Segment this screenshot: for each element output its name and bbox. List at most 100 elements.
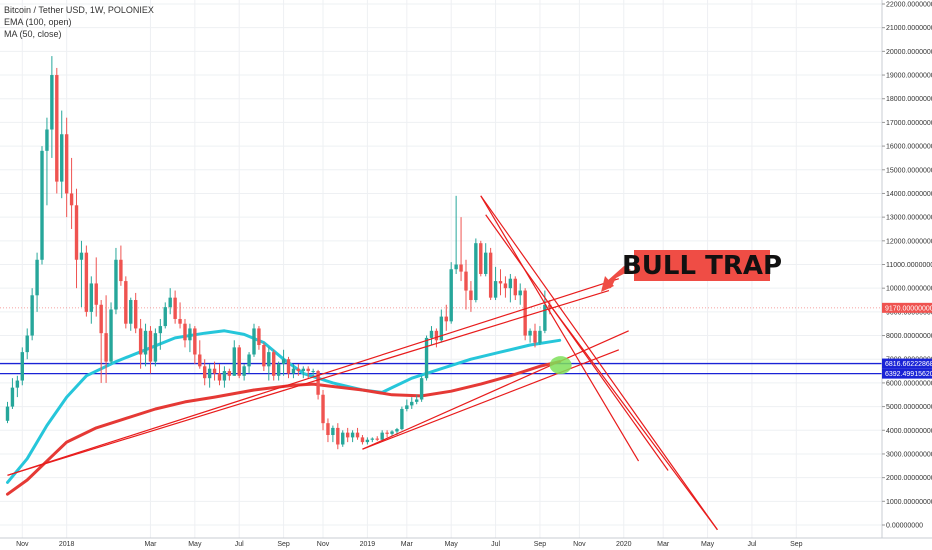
candle-body[interactable] bbox=[400, 408, 404, 430]
candle-body[interactable] bbox=[5, 406, 10, 421]
candle-body[interactable] bbox=[153, 333, 158, 362]
candle-body[interactable] bbox=[232, 347, 236, 376]
candle-body[interactable] bbox=[114, 259, 118, 310]
candle-body[interactable] bbox=[316, 371, 320, 395]
candle-body[interactable] bbox=[380, 432, 384, 440]
candle-body[interactable] bbox=[385, 432, 389, 434]
candle-body[interactable] bbox=[94, 283, 98, 305]
candle-body[interactable] bbox=[193, 328, 197, 355]
candle-body[interactable] bbox=[109, 309, 113, 362]
candle-body[interactable] bbox=[301, 368, 305, 372]
candle-body[interactable] bbox=[183, 323, 187, 341]
trendline[interactable] bbox=[480, 195, 640, 462]
legend-ema[interactable]: EMA (100, open) bbox=[4, 17, 72, 27]
candle-body[interactable] bbox=[321, 394, 325, 424]
candle-body[interactable] bbox=[55, 75, 59, 182]
candle-body[interactable] bbox=[434, 330, 439, 341]
candle-body[interactable] bbox=[104, 333, 108, 362]
trendline[interactable] bbox=[7, 278, 620, 476]
candle-body[interactable] bbox=[272, 352, 276, 376]
candle-body[interactable] bbox=[212, 368, 217, 374]
candle-body[interactable] bbox=[198, 354, 202, 367]
candle-body[interactable] bbox=[444, 316, 448, 322]
legend-symbol[interactable]: Bitcoin / Tether USD, 1W, POLONIEX bbox=[4, 5, 154, 15]
candle-body[interactable] bbox=[79, 252, 84, 260]
candle-body[interactable] bbox=[548, 304, 552, 308]
candle-body[interactable] bbox=[40, 150, 44, 260]
candle-body[interactable] bbox=[449, 269, 453, 322]
candle-body[interactable] bbox=[464, 271, 468, 291]
candle-body[interactable] bbox=[345, 432, 350, 438]
candle-body[interactable] bbox=[35, 259, 39, 296]
candle-body[interactable] bbox=[518, 290, 522, 296]
candle-body[interactable] bbox=[424, 337, 429, 379]
candle-body[interactable] bbox=[217, 373, 222, 381]
candle-body[interactable] bbox=[99, 304, 103, 334]
candle-body[interactable] bbox=[410, 401, 414, 406]
candle-body[interactable] bbox=[84, 252, 89, 312]
candle-body[interactable] bbox=[20, 352, 24, 381]
candle-body[interactable] bbox=[286, 359, 291, 374]
trendline[interactable] bbox=[480, 195, 718, 531]
candle-body[interactable] bbox=[15, 380, 20, 388]
candle-body[interactable] bbox=[503, 283, 508, 289]
candle-body[interactable] bbox=[64, 134, 69, 194]
candle-body[interactable] bbox=[375, 438, 379, 440]
ema-100-line[interactable] bbox=[6, 360, 562, 496]
candle-body[interactable] bbox=[523, 290, 527, 336]
candle-body[interactable] bbox=[50, 75, 54, 130]
candle-body[interactable] bbox=[306, 368, 310, 372]
candle-body[interactable] bbox=[370, 438, 375, 440]
candle-body[interactable] bbox=[237, 347, 241, 376]
candle-body[interactable] bbox=[538, 330, 542, 343]
candle-body[interactable] bbox=[395, 429, 399, 432]
candle-body[interactable] bbox=[498, 281, 503, 284]
candle-body[interactable] bbox=[276, 363, 281, 376]
candle-body[interactable] bbox=[74, 205, 79, 260]
candle-body[interactable] bbox=[178, 318, 182, 324]
candle-body[interactable] bbox=[227, 371, 232, 376]
trendline[interactable] bbox=[362, 349, 620, 450]
candle-body[interactable] bbox=[326, 423, 330, 436]
candle-body[interactable] bbox=[222, 371, 227, 381]
candle-body[interactable] bbox=[296, 368, 301, 372]
candle-body[interactable] bbox=[252, 328, 256, 355]
candle-body[interactable] bbox=[429, 330, 434, 338]
candle-body[interactable] bbox=[143, 330, 148, 355]
candle-body[interactable] bbox=[419, 378, 424, 400]
candle-body[interactable] bbox=[454, 264, 458, 270]
candle-body[interactable] bbox=[133, 300, 138, 329]
candle-body[interactable] bbox=[89, 283, 94, 312]
candle-body[interactable] bbox=[10, 387, 15, 407]
candle-body[interactable] bbox=[60, 134, 64, 182]
candle-body[interactable] bbox=[533, 330, 537, 343]
candle-body[interactable] bbox=[360, 437, 365, 443]
candle-body[interactable] bbox=[341, 432, 345, 445]
trendline[interactable] bbox=[549, 304, 718, 531]
candle-body[interactable] bbox=[405, 405, 409, 409]
candle-body[interactable] bbox=[207, 368, 212, 379]
candle-body[interactable] bbox=[469, 290, 473, 301]
candle-body[interactable] bbox=[203, 366, 207, 379]
candle-body[interactable] bbox=[336, 427, 340, 445]
candle-body[interactable] bbox=[188, 328, 192, 341]
candle-body[interactable] bbox=[129, 300, 133, 324]
candle-body[interactable] bbox=[262, 345, 266, 367]
candle-body[interactable] bbox=[30, 295, 34, 336]
candle-body[interactable] bbox=[350, 432, 355, 438]
candle-body[interactable] bbox=[45, 129, 49, 151]
candle-body[interactable] bbox=[281, 359, 286, 364]
candle-body[interactable] bbox=[69, 193, 74, 206]
candle-body[interactable] bbox=[148, 330, 153, 362]
candle-body[interactable] bbox=[439, 316, 444, 341]
candle-body[interactable] bbox=[158, 326, 163, 334]
candle-body[interactable] bbox=[493, 281, 498, 298]
candle-body[interactable] bbox=[138, 328, 143, 355]
candle-body[interactable] bbox=[173, 297, 177, 319]
candle-body[interactable] bbox=[513, 278, 517, 296]
annotation-box[interactable] bbox=[634, 250, 770, 281]
candle-body[interactable] bbox=[543, 304, 547, 331]
candle-body[interactable] bbox=[355, 432, 360, 438]
candle-body[interactable] bbox=[291, 368, 296, 374]
